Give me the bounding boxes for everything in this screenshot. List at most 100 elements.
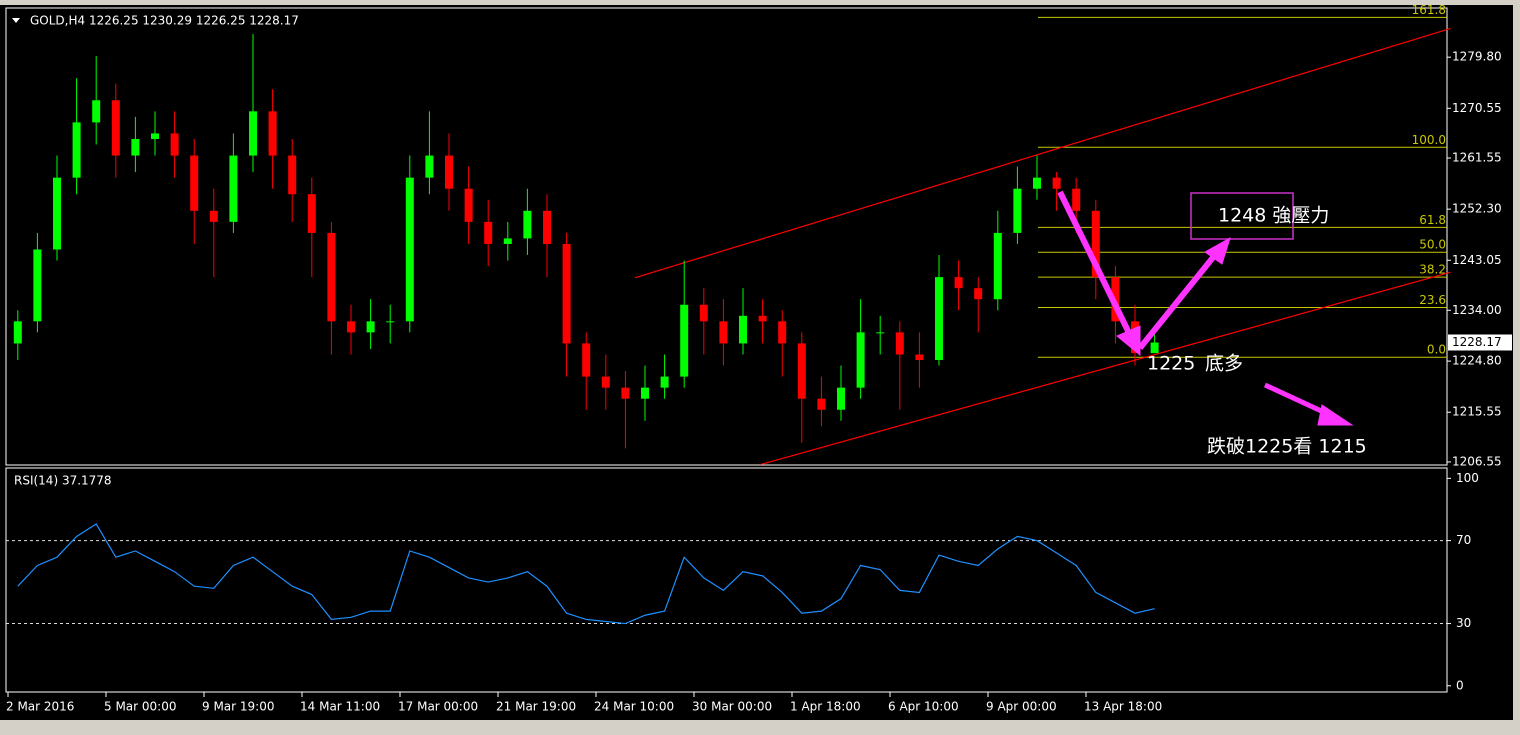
candle-body [837, 387, 845, 410]
arrow-head [1317, 404, 1354, 426]
candle-body [660, 376, 669, 388]
x-tick-label: 2 Mar 2016 [6, 700, 74, 714]
rsi-title: RSI(14) 37.1778 [14, 474, 112, 488]
trendline [760, 271, 1451, 466]
candle-body [680, 304, 689, 377]
arrows [1057, 190, 1354, 426]
support-price: 1225 [1147, 353, 1195, 375]
candle-body [13, 321, 22, 344]
price-tag [1448, 334, 1512, 351]
candle-body [1033, 177, 1041, 189]
candle-body [445, 155, 453, 189]
y-tick-label: 1224.80 [1452, 354, 1502, 368]
menu-arrow [12, 18, 20, 23]
down-arrow [1263, 382, 1332, 418]
candle-body [249, 111, 257, 156]
candle-body [778, 321, 787, 344]
up-arrow [1137, 253, 1218, 350]
candle-body [719, 321, 728, 344]
candle-body [993, 232, 1002, 300]
candle-body [209, 210, 218, 222]
candle-body [405, 177, 414, 322]
y-tick-label: 1206.55 [1452, 454, 1502, 468]
candle-body [876, 332, 885, 334]
right-bar [1513, 0, 1520, 735]
y-tick-label: 30 [1456, 616, 1471, 630]
candle-body [386, 321, 395, 323]
candle-body [327, 232, 336, 322]
candle-body [111, 100, 120, 156]
y-tick-label: 100 [1456, 471, 1479, 485]
candle-body [131, 138, 140, 156]
candle-body [1052, 177, 1061, 189]
candle-body [817, 398, 826, 410]
candle-body [92, 100, 101, 123]
y-tick-label: 1252.30 [1452, 202, 1502, 216]
candle-body [601, 376, 610, 388]
candle-body [523, 210, 532, 239]
x-tick-label: 9 Apr 00:00 [986, 700, 1057, 714]
candle-body [53, 177, 61, 250]
candle-body [856, 332, 865, 388]
y-tick-label: 1279.80 [1452, 50, 1502, 64]
top-bar [0, 0, 1520, 5]
candle-body [1072, 188, 1081, 211]
candle-body [1150, 342, 1159, 354]
x-tick-label: 24 Mar 10:00 [594, 700, 674, 714]
candle-body [641, 387, 649, 399]
price-tag-label: 1228.17 [1452, 335, 1502, 349]
candle-body [699, 304, 708, 322]
x-tick-label: 17 Mar 00:00 [398, 700, 478, 714]
breakdown-note: 跌破1225看 1215 [1207, 436, 1367, 458]
arrow-head [1116, 325, 1141, 357]
candle-body [464, 188, 473, 222]
x-tick-label: 30 Mar 00:00 [692, 700, 772, 714]
candle-body [621, 387, 630, 399]
candle-body [935, 277, 943, 361]
fib-label: 161.8 [1412, 3, 1446, 17]
x-tick-label: 5 Mar 00:00 [104, 700, 177, 714]
fib-label: 50.0 [1419, 238, 1446, 252]
candle-body [72, 122, 81, 178]
candle-body [1013, 188, 1022, 233]
chart-title: GOLD,H4 1226.25 1230.29 1226.25 1228.17 [30, 14, 299, 28]
x-tick-label: 21 Mar 19:00 [496, 700, 576, 714]
rsi-line [17, 523, 1155, 625]
candle-body [739, 315, 747, 344]
main-panel [5, 7, 1448, 466]
y-tick-label: 0 [1456, 678, 1464, 692]
candle-body [33, 249, 42, 322]
candle-body [582, 343, 591, 377]
resistance-note: 1248 強壓力 [1218, 205, 1329, 227]
rsi-panel [5, 467, 1448, 693]
y-tick-label: 1243.05 [1452, 253, 1502, 267]
fib-label: 100.0 [1412, 133, 1446, 147]
candle-body [1091, 210, 1100, 278]
x-tick-label: 6 Apr 10:00 [888, 700, 959, 714]
fib-label: 61.8 [1419, 213, 1446, 227]
candle-body [229, 155, 238, 222]
resistance-box [1190, 192, 1294, 240]
x-tick-label: 9 Mar 19:00 [202, 700, 275, 714]
candle-body [915, 354, 924, 361]
bottom-bar [0, 720, 1520, 735]
candle-body [307, 194, 316, 233]
y-tick-label: 70 [1456, 533, 1471, 547]
candle-body [503, 238, 512, 244]
x-tick-label: 14 Mar 11:00 [300, 700, 380, 714]
candle-body [954, 277, 963, 289]
support-note: 底多 [1205, 353, 1243, 375]
y-tick-label: 1270.55 [1452, 101, 1502, 115]
candle-body [895, 332, 904, 355]
candle-body [170, 133, 179, 156]
candle-body [288, 155, 297, 195]
candle-body [974, 288, 983, 300]
arrow-head [1204, 236, 1231, 265]
fib-label: 0.0 [1427, 343, 1446, 357]
candle-body [366, 321, 375, 333]
down-arrow [1057, 190, 1133, 337]
y-tick-label: 1234.00 [1452, 303, 1502, 317]
fib-label: 23.6 [1419, 293, 1446, 307]
candle-body [151, 133, 159, 139]
